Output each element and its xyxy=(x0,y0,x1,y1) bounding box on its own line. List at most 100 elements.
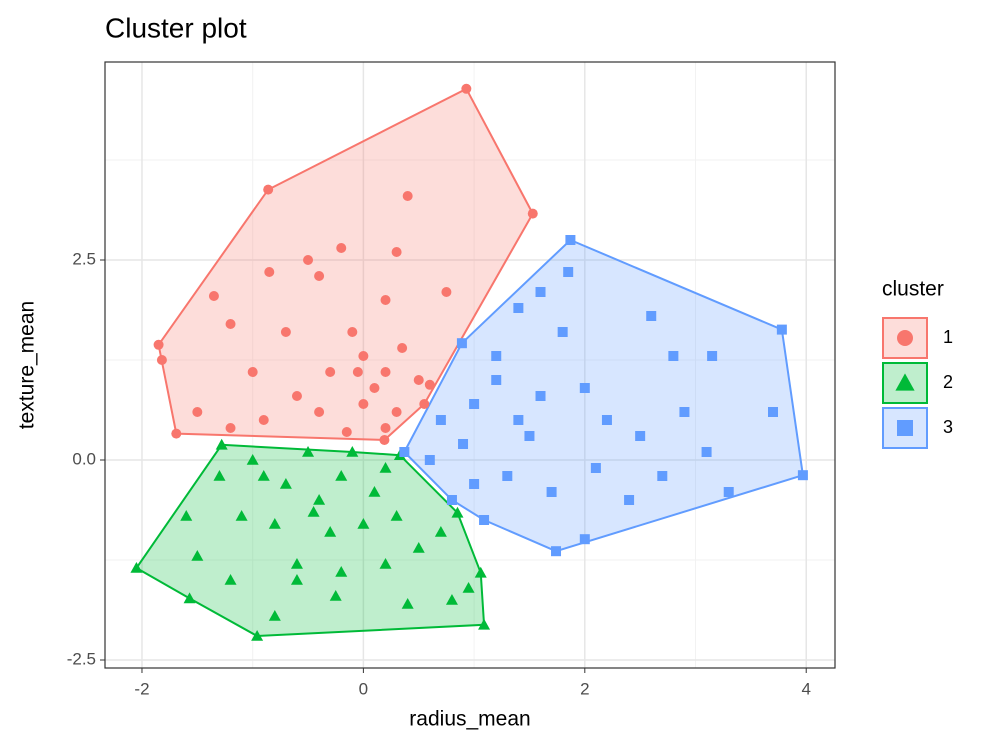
legend-key xyxy=(882,362,928,404)
legend-symbol xyxy=(897,330,913,346)
legend-label: 3 xyxy=(943,417,953,437)
point xyxy=(258,415,269,425)
legend-title: cluster xyxy=(882,278,944,301)
point xyxy=(268,610,281,621)
point xyxy=(513,415,524,425)
point xyxy=(535,287,546,297)
point xyxy=(401,598,414,609)
point xyxy=(412,542,425,553)
point xyxy=(379,462,392,473)
point xyxy=(313,494,326,505)
point xyxy=(192,407,203,417)
point xyxy=(341,427,352,437)
point xyxy=(325,367,336,377)
point xyxy=(264,267,275,277)
point xyxy=(474,566,487,578)
point xyxy=(380,423,391,433)
point xyxy=(263,184,274,195)
point xyxy=(302,446,315,457)
y-axis-title: texture_mean xyxy=(16,301,39,429)
point xyxy=(424,379,435,390)
point xyxy=(563,267,574,277)
point xyxy=(347,327,358,337)
point xyxy=(290,574,303,585)
point xyxy=(478,618,491,630)
point xyxy=(413,375,424,385)
legend-label: 1 xyxy=(943,327,953,347)
point xyxy=(461,83,472,94)
point xyxy=(768,407,779,417)
point xyxy=(369,383,380,393)
point xyxy=(524,431,535,441)
legend-symbol xyxy=(895,373,915,391)
point xyxy=(491,351,502,361)
point xyxy=(224,574,237,585)
point xyxy=(153,339,164,350)
y-tick-label: -2.5 xyxy=(67,649,96,668)
x-tick-label: -2 xyxy=(134,679,149,698)
point xyxy=(358,351,369,361)
point xyxy=(324,526,337,537)
point xyxy=(776,324,787,335)
point xyxy=(546,487,557,497)
point xyxy=(171,428,182,439)
point xyxy=(225,423,236,433)
point xyxy=(130,562,143,573)
point xyxy=(390,510,403,521)
point xyxy=(579,534,590,545)
point xyxy=(479,515,490,525)
point xyxy=(557,327,568,337)
point xyxy=(380,367,391,377)
point xyxy=(379,435,390,445)
point xyxy=(156,355,167,365)
chart-title: Cluster plot xyxy=(105,12,247,43)
y-tick-label: 0.0 xyxy=(72,449,96,468)
point xyxy=(456,338,467,349)
point xyxy=(314,271,325,281)
point xyxy=(462,582,475,593)
point xyxy=(624,495,635,505)
point xyxy=(451,506,464,518)
y-tick-label: 2.5 xyxy=(72,249,96,268)
point xyxy=(446,495,457,505)
point xyxy=(183,592,196,604)
point xyxy=(391,247,402,257)
point xyxy=(590,463,601,473)
plot-border xyxy=(104,61,836,669)
point xyxy=(397,343,408,353)
point xyxy=(268,518,281,529)
point xyxy=(335,566,348,577)
point xyxy=(527,208,538,219)
legend-label: 2 xyxy=(943,372,953,392)
point xyxy=(335,470,348,481)
point xyxy=(402,191,413,201)
point xyxy=(707,351,718,361)
point xyxy=(280,327,291,337)
legend-symbol xyxy=(897,420,913,436)
point xyxy=(329,590,342,601)
point xyxy=(303,255,314,265)
x-tick-label: 4 xyxy=(801,679,810,698)
point xyxy=(679,407,690,417)
point xyxy=(646,311,657,321)
point xyxy=(797,470,808,481)
point xyxy=(257,470,270,481)
x-tick-label: 2 xyxy=(580,679,589,698)
point xyxy=(357,518,370,529)
point xyxy=(419,399,430,409)
point xyxy=(502,471,513,481)
point xyxy=(535,391,546,401)
point xyxy=(368,486,381,497)
point xyxy=(291,391,302,401)
point xyxy=(635,431,646,441)
point xyxy=(235,510,248,521)
point xyxy=(458,439,469,449)
point xyxy=(352,367,363,377)
point xyxy=(723,487,734,497)
point xyxy=(391,407,402,417)
point xyxy=(469,399,480,409)
point xyxy=(441,287,452,297)
point xyxy=(380,295,391,305)
plot-background xyxy=(105,62,835,668)
